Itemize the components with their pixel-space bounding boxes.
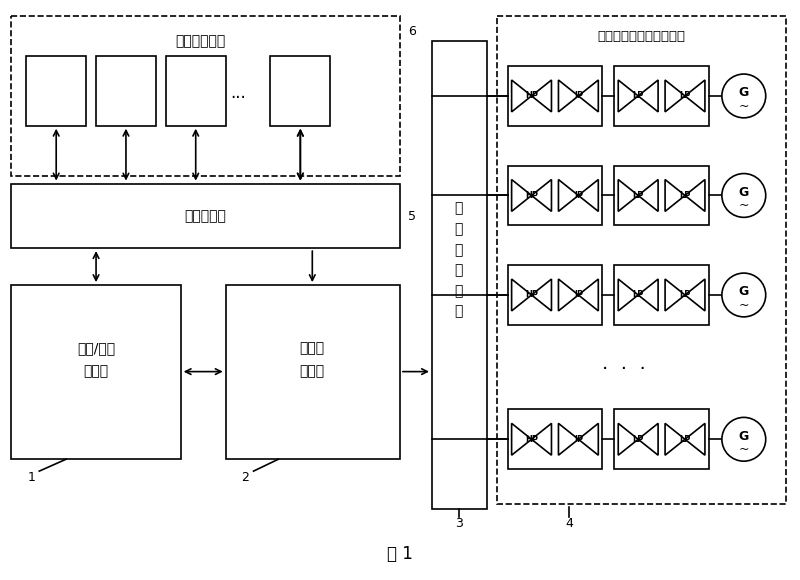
Text: IP: IP bbox=[574, 291, 583, 299]
Bar bbox=[614, 66, 709, 126]
Text: 用户端浏览器: 用户端浏览器 bbox=[175, 34, 226, 48]
Text: 4: 4 bbox=[566, 517, 574, 530]
Text: 5: 5 bbox=[408, 210, 416, 223]
Polygon shape bbox=[578, 80, 598, 112]
Polygon shape bbox=[512, 423, 531, 455]
Polygon shape bbox=[558, 180, 578, 211]
Polygon shape bbox=[685, 180, 705, 211]
Text: ·  ·  ·: · · · bbox=[602, 360, 646, 379]
Polygon shape bbox=[618, 423, 638, 455]
Text: 外
部
系
统
接
口: 外 部 系 统 接 口 bbox=[454, 202, 463, 318]
Bar bbox=[508, 66, 602, 126]
Polygon shape bbox=[618, 180, 638, 211]
Text: G: G bbox=[738, 285, 749, 299]
Polygon shape bbox=[665, 180, 685, 211]
Polygon shape bbox=[578, 279, 598, 311]
Bar bbox=[432, 41, 486, 509]
Text: HP: HP bbox=[525, 291, 538, 299]
Polygon shape bbox=[578, 180, 598, 211]
Polygon shape bbox=[638, 279, 658, 311]
Polygon shape bbox=[512, 180, 531, 211]
Bar bbox=[166, 56, 226, 126]
Polygon shape bbox=[638, 423, 658, 455]
Bar bbox=[497, 16, 786, 504]
Text: LP: LP bbox=[633, 291, 644, 299]
Text: IP: IP bbox=[574, 92, 583, 100]
Polygon shape bbox=[512, 80, 531, 112]
Polygon shape bbox=[685, 423, 705, 455]
Bar bbox=[614, 166, 709, 225]
Text: ...: ... bbox=[230, 84, 246, 102]
Polygon shape bbox=[665, 423, 685, 455]
Text: 1: 1 bbox=[27, 470, 35, 484]
Text: LP: LP bbox=[633, 92, 644, 100]
Polygon shape bbox=[558, 80, 578, 112]
Polygon shape bbox=[512, 279, 531, 311]
Text: 6: 6 bbox=[408, 25, 416, 38]
Circle shape bbox=[722, 173, 766, 218]
Polygon shape bbox=[685, 80, 705, 112]
Text: ~: ~ bbox=[738, 299, 749, 311]
Text: LP: LP bbox=[679, 435, 690, 444]
Circle shape bbox=[722, 273, 766, 317]
Bar bbox=[270, 56, 330, 126]
Circle shape bbox=[722, 74, 766, 118]
Polygon shape bbox=[665, 80, 685, 112]
Text: HP: HP bbox=[525, 435, 538, 444]
Text: HP: HP bbox=[525, 191, 538, 200]
Polygon shape bbox=[531, 423, 551, 455]
Polygon shape bbox=[558, 279, 578, 311]
Text: 计算/应用
服务器: 计算/应用 服务器 bbox=[77, 341, 115, 378]
Text: 图 1: 图 1 bbox=[387, 545, 413, 563]
Polygon shape bbox=[665, 279, 685, 311]
Polygon shape bbox=[558, 423, 578, 455]
Bar bbox=[508, 409, 602, 469]
Text: ~: ~ bbox=[738, 99, 749, 113]
Text: LP: LP bbox=[633, 191, 644, 200]
Polygon shape bbox=[531, 80, 551, 112]
Polygon shape bbox=[638, 80, 658, 112]
Text: G: G bbox=[738, 430, 749, 443]
Polygon shape bbox=[618, 80, 638, 112]
Bar bbox=[11, 285, 181, 459]
Polygon shape bbox=[618, 279, 638, 311]
Text: LP: LP bbox=[679, 92, 690, 100]
Text: LP: LP bbox=[679, 191, 690, 200]
Text: 网页服务器: 网页服务器 bbox=[185, 209, 226, 223]
Bar bbox=[11, 16, 400, 176]
Bar bbox=[508, 265, 602, 325]
Circle shape bbox=[722, 418, 766, 461]
Text: IP: IP bbox=[574, 435, 583, 444]
Bar bbox=[614, 265, 709, 325]
Polygon shape bbox=[531, 279, 551, 311]
Text: 数据库
服务器: 数据库 服务器 bbox=[300, 341, 325, 378]
Text: IP: IP bbox=[574, 191, 583, 200]
Text: 2: 2 bbox=[242, 470, 250, 484]
Polygon shape bbox=[685, 279, 705, 311]
Polygon shape bbox=[531, 180, 551, 211]
Text: HP: HP bbox=[525, 92, 538, 100]
Text: 高温部件温度监测热电偶: 高温部件温度监测热电偶 bbox=[597, 30, 685, 43]
Text: LP: LP bbox=[633, 435, 644, 444]
Bar bbox=[614, 409, 709, 469]
Text: 3: 3 bbox=[455, 517, 462, 530]
Text: ~: ~ bbox=[738, 443, 749, 456]
Text: G: G bbox=[738, 86, 749, 99]
Polygon shape bbox=[578, 423, 598, 455]
Bar bbox=[11, 183, 400, 248]
Bar bbox=[226, 285, 400, 459]
Polygon shape bbox=[638, 180, 658, 211]
Bar bbox=[96, 56, 156, 126]
Bar bbox=[26, 56, 86, 126]
Text: LP: LP bbox=[679, 291, 690, 299]
Bar bbox=[508, 166, 602, 225]
Text: G: G bbox=[738, 186, 749, 199]
Text: ~: ~ bbox=[738, 199, 749, 212]
